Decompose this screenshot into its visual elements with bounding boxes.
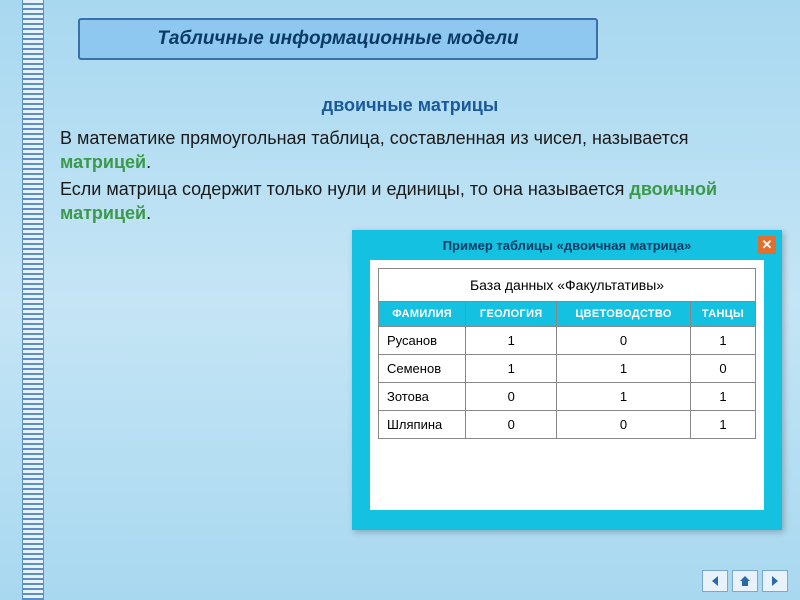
content-area: двоичные матрицы В математике прямоуголь…	[60, 95, 760, 227]
cell: 0	[466, 383, 557, 411]
cell: 1	[466, 327, 557, 355]
nav-controls	[702, 570, 788, 592]
example-window-title: Пример таблицы «двоичная матрица»	[443, 238, 692, 253]
table-row: Русанов 1 0 1	[379, 327, 756, 355]
cell: 0	[557, 327, 691, 355]
cell: 0	[466, 411, 557, 439]
cell: 1	[557, 355, 691, 383]
cell: 1	[466, 355, 557, 383]
cell: 1	[690, 327, 755, 355]
cell: 1	[557, 383, 691, 411]
decorative-side-border	[22, 0, 44, 600]
col-header: ФАМИЛИЯ	[379, 302, 466, 327]
slide-title-box: Табличные информационные модели	[78, 18, 598, 60]
cell: Шляпина	[379, 411, 466, 439]
example-window: Пример таблицы «двоичная матрица» ✕ База…	[352, 230, 782, 530]
paragraph-1: В математике прямоугольная таблица, сост…	[60, 126, 760, 175]
table-row: Зотова 0 1 1	[379, 383, 756, 411]
close-icon[interactable]: ✕	[758, 236, 776, 254]
p1-post: .	[146, 152, 151, 172]
table-caption: База данных «Факультативы»	[378, 268, 756, 301]
cell: 1	[690, 411, 755, 439]
slide-title: Табличные информационные модели	[157, 28, 518, 50]
subtitle: двоичные матрицы	[60, 95, 760, 116]
cell: Русанов	[379, 327, 466, 355]
arrow-right-icon	[768, 574, 782, 588]
prev-button[interactable]	[702, 570, 728, 592]
cell: 0	[690, 355, 755, 383]
arrow-left-icon	[708, 574, 722, 588]
example-window-body: База данных «Факультативы» ФАМИЛИЯ ГЕОЛО…	[370, 260, 764, 510]
next-button[interactable]	[762, 570, 788, 592]
col-header: ГЕОЛОГИЯ	[466, 302, 557, 327]
p1-pre: В математике прямоугольная таблица, сост…	[60, 128, 688, 148]
col-header: ЦВЕТОВОДСТВО	[557, 302, 691, 327]
example-window-header: Пример таблицы «двоичная матрица» ✕	[352, 230, 782, 260]
col-header: ТАНЦЫ	[690, 302, 755, 327]
cell: 1	[690, 383, 755, 411]
home-button[interactable]	[732, 570, 758, 592]
binary-matrix-table: ФАМИЛИЯ ГЕОЛОГИЯ ЦВЕТОВОДСТВО ТАНЦЫ Руса…	[378, 301, 756, 439]
cell: 0	[557, 411, 691, 439]
table-header-row: ФАМИЛИЯ ГЕОЛОГИЯ ЦВЕТОВОДСТВО ТАНЦЫ	[379, 302, 756, 327]
p1-em: матрицей	[60, 152, 146, 172]
p2-post: .	[146, 203, 151, 223]
cell: Семенов	[379, 355, 466, 383]
p2-pre: Если матрица содержит только нули и един…	[60, 179, 629, 199]
paragraph-2: Если матрица содержит только нули и един…	[60, 177, 760, 226]
home-icon	[738, 574, 752, 588]
table-row: Шляпина 0 0 1	[379, 411, 756, 439]
table-row: Семенов 1 1 0	[379, 355, 756, 383]
cell: Зотова	[379, 383, 466, 411]
